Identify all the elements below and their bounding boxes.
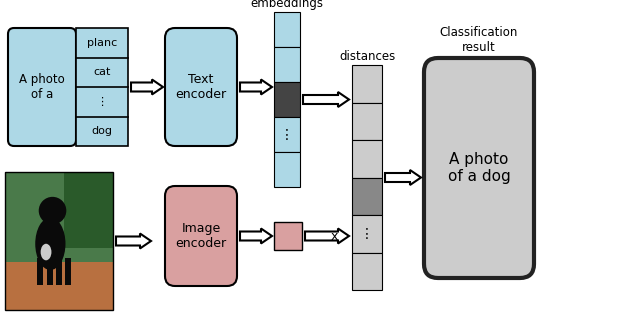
FancyArrow shape xyxy=(303,92,349,107)
FancyBboxPatch shape xyxy=(274,152,300,187)
FancyBboxPatch shape xyxy=(352,252,382,290)
Text: embeddings: embeddings xyxy=(251,0,323,10)
Text: ⋮: ⋮ xyxy=(360,227,374,241)
FancyBboxPatch shape xyxy=(352,65,382,102)
FancyBboxPatch shape xyxy=(5,262,113,310)
FancyArrow shape xyxy=(385,170,421,185)
FancyBboxPatch shape xyxy=(165,186,237,286)
Text: Classification
result: Classification result xyxy=(440,26,518,54)
FancyBboxPatch shape xyxy=(274,82,300,117)
Ellipse shape xyxy=(35,218,66,270)
FancyArrow shape xyxy=(305,229,349,244)
FancyBboxPatch shape xyxy=(274,12,300,47)
Text: dog: dog xyxy=(91,126,112,136)
Ellipse shape xyxy=(41,244,52,260)
Text: x: x xyxy=(330,230,338,243)
FancyArrow shape xyxy=(240,229,272,244)
FancyBboxPatch shape xyxy=(352,102,382,140)
FancyBboxPatch shape xyxy=(56,258,62,285)
Text: A photo
of a dog: A photo of a dog xyxy=(448,152,510,184)
Text: distances: distances xyxy=(339,50,395,63)
FancyArrow shape xyxy=(240,80,272,94)
Text: ⋮: ⋮ xyxy=(96,97,108,107)
Text: cat: cat xyxy=(93,67,110,77)
FancyBboxPatch shape xyxy=(64,172,113,248)
FancyBboxPatch shape xyxy=(274,222,302,250)
FancyBboxPatch shape xyxy=(5,172,113,262)
Text: Image
encoder: Image encoder xyxy=(175,222,226,250)
Text: planc: planc xyxy=(87,38,117,48)
FancyArrow shape xyxy=(131,80,163,94)
FancyBboxPatch shape xyxy=(64,258,71,285)
FancyBboxPatch shape xyxy=(352,140,382,177)
FancyBboxPatch shape xyxy=(47,258,54,285)
FancyBboxPatch shape xyxy=(165,28,237,146)
FancyBboxPatch shape xyxy=(8,28,76,146)
FancyArrow shape xyxy=(116,233,151,248)
FancyBboxPatch shape xyxy=(352,177,382,215)
Text: ⋮: ⋮ xyxy=(280,128,294,142)
Circle shape xyxy=(39,197,66,225)
FancyBboxPatch shape xyxy=(352,215,382,252)
FancyBboxPatch shape xyxy=(76,28,128,146)
FancyBboxPatch shape xyxy=(36,258,43,285)
FancyBboxPatch shape xyxy=(424,58,534,278)
Text: Text
encoder: Text encoder xyxy=(175,73,226,101)
Text: A photo
of a: A photo of a xyxy=(19,73,65,101)
FancyBboxPatch shape xyxy=(274,117,300,152)
FancyBboxPatch shape xyxy=(274,47,300,82)
